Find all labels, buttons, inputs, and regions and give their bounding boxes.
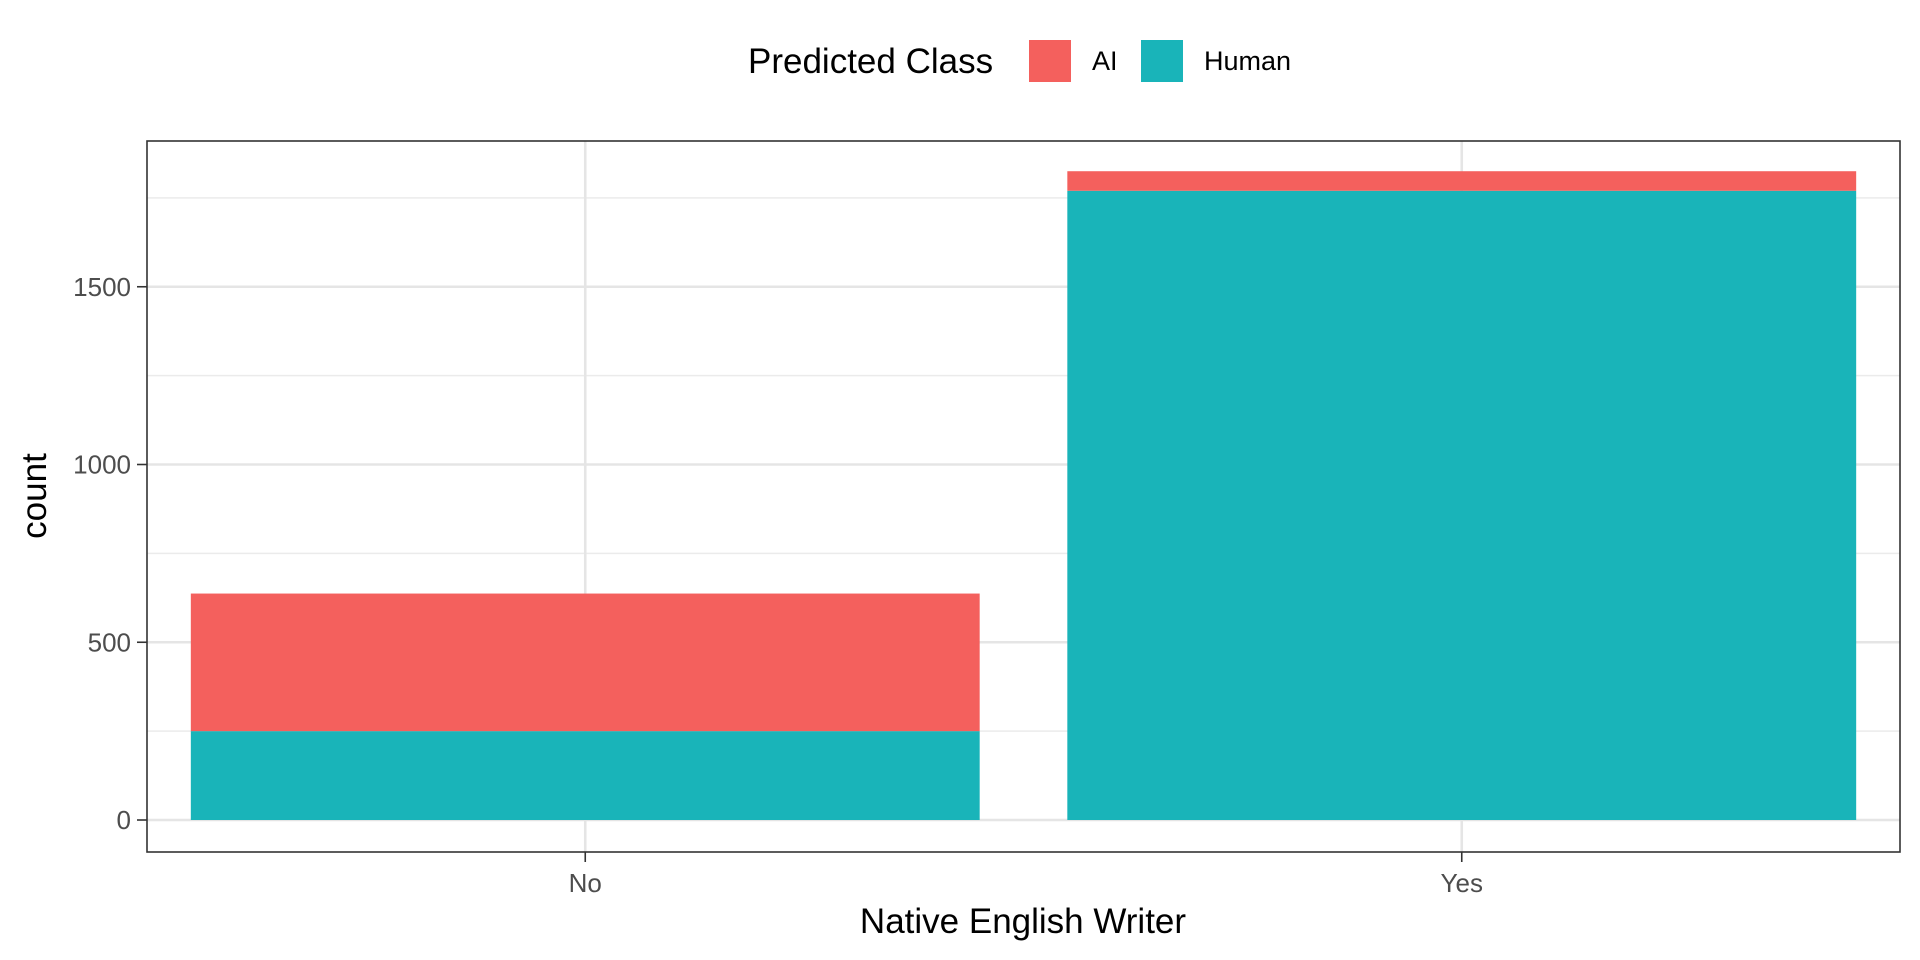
y-tick-label: 0 <box>117 805 131 835</box>
legend: Predicted Class AI Human <box>748 40 1291 82</box>
x-axis-title: Native English Writer <box>860 902 1186 941</box>
bar-human-no <box>190 731 980 821</box>
y-axis: 0 500 1000 1500 <box>73 272 147 835</box>
y-axis-title: count <box>15 453 54 539</box>
legend-swatch-human <box>1141 40 1183 82</box>
y-tick-label: 500 <box>88 627 131 657</box>
x-axis: No Yes <box>569 852 1483 898</box>
legend-label-human: Human <box>1204 46 1291 76</box>
legend-title: Predicted Class <box>748 42 993 81</box>
bars <box>190 171 1857 821</box>
x-tick-label: No <box>569 868 602 898</box>
bar-ai-no <box>190 593 980 732</box>
y-tick-label: 1500 <box>73 272 131 302</box>
legend-label-ai: AI <box>1092 46 1118 76</box>
x-tick-label: Yes <box>1441 868 1483 898</box>
bar-human-yes <box>1067 190 1857 821</box>
y-tick-label: 1000 <box>73 450 131 480</box>
legend-swatch-ai <box>1029 40 1071 82</box>
plot-panel-border <box>146 140 1901 853</box>
bar-ai-yes <box>1067 171 1857 191</box>
